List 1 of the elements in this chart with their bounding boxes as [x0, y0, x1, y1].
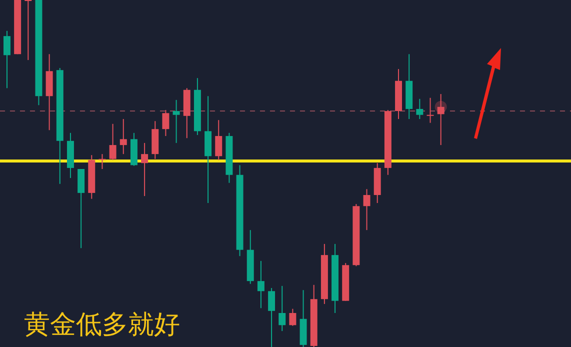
annotation: 黄金低多就好	[24, 310, 180, 340]
